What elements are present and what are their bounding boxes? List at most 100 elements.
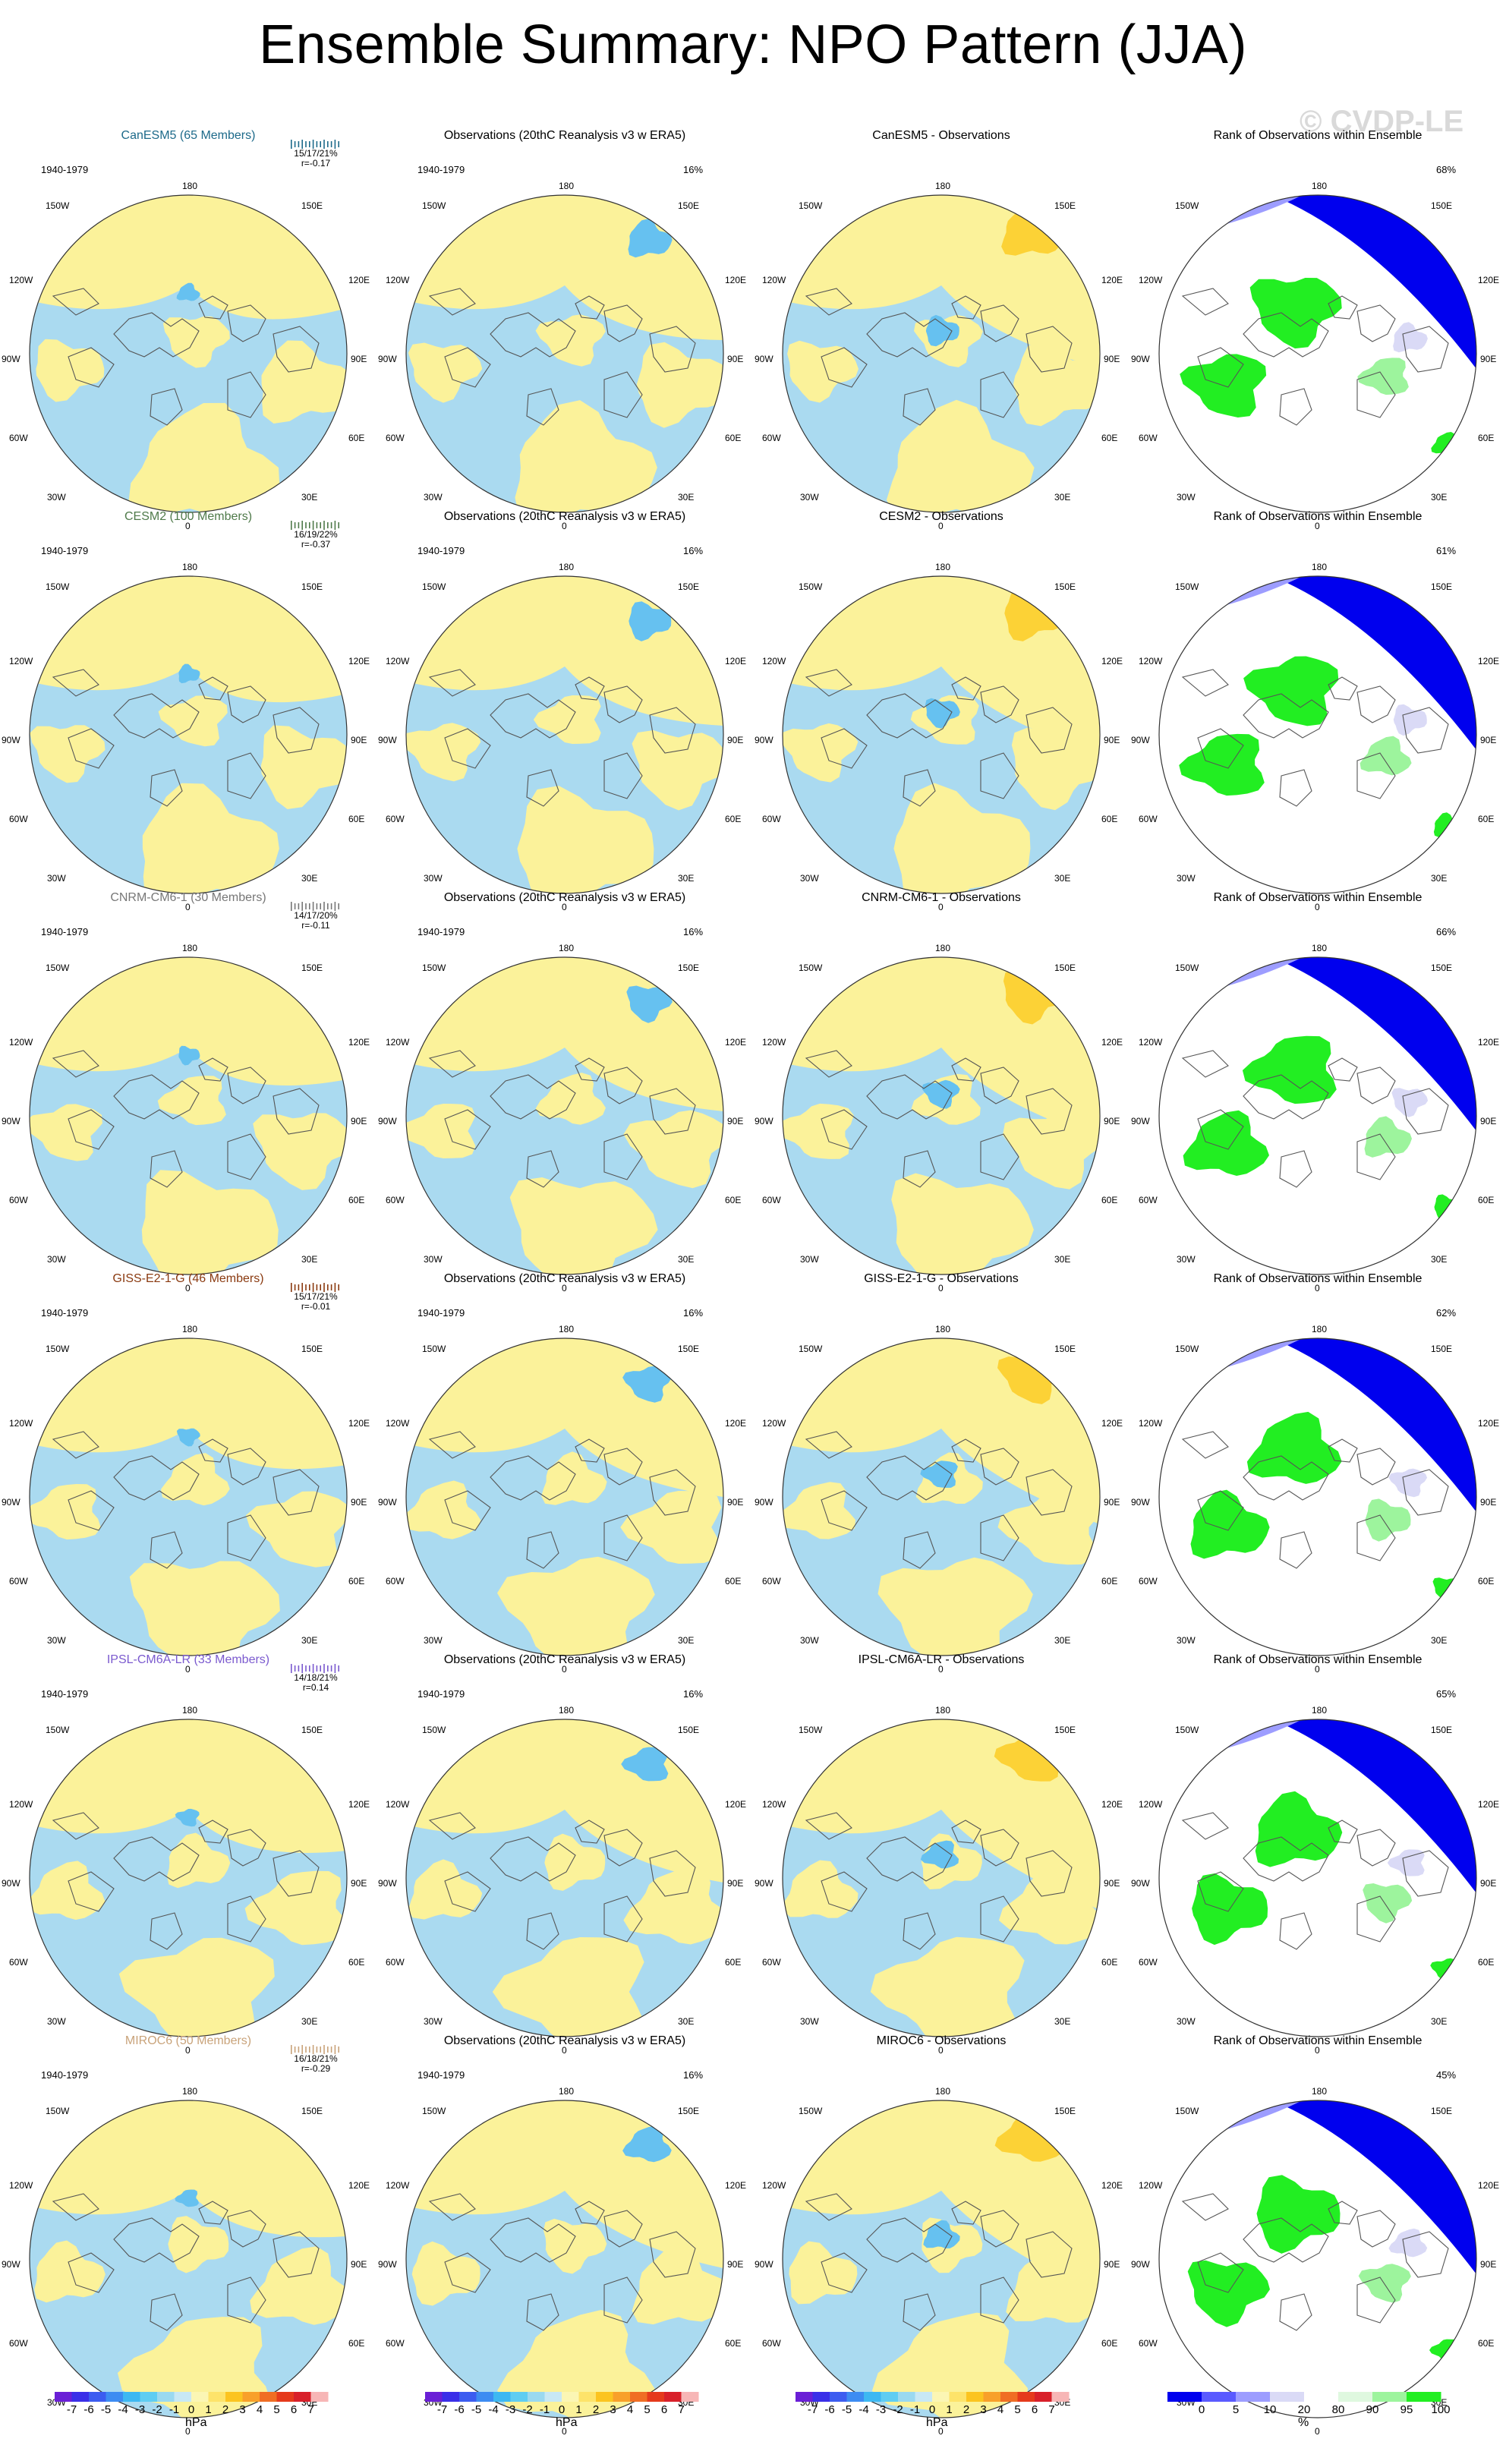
lon-label-r3l: 90W <box>755 1878 773 1889</box>
lon-label-top: 180 <box>559 2086 575 2097</box>
obs-percent: 16% <box>683 545 704 556</box>
lon-label-r3l: 90W <box>378 2259 397 2270</box>
polar-map <box>1158 1338 1477 1656</box>
coastlines <box>52 1431 320 1569</box>
lon-label-r3l: 90W <box>1131 1497 1150 1508</box>
colorbar-swatch <box>983 2392 1001 2402</box>
colorbar-tick-label: 7 <box>307 2403 313 2416</box>
lon-label-r2l: 120W <box>386 1418 410 1429</box>
lon-label-r4r: 60E <box>348 814 365 824</box>
lon-label-r5l: 30W <box>47 1254 66 1265</box>
lon-label-r1r: 150E <box>301 1344 323 1354</box>
colorbar-swatch <box>915 2392 933 2402</box>
coastlines <box>52 669 320 807</box>
lon-label-r2r: 120E <box>1101 1799 1123 1810</box>
lon-label-r4r: 60E <box>1478 1957 1495 1968</box>
coastlines <box>1181 669 1449 807</box>
lon-label-r4l: 60W <box>1139 1195 1158 1205</box>
colorbar-swatch <box>1051 2392 1070 2402</box>
colorbar-swatch <box>174 2392 192 2402</box>
lon-label-r4l: 60W <box>1139 2338 1158 2349</box>
lon-label-r4l: 60W <box>386 1957 405 1968</box>
colorbar-tick-label: -5 <box>842 2403 852 2416</box>
rank-percent: 68% <box>1436 164 1457 175</box>
lon-label-r5l: 30W <box>800 2016 819 2027</box>
colorbar-tick-label: -2 <box>522 2403 532 2416</box>
colorbar-tick-label: -4 <box>118 2403 128 2416</box>
lon-label-bottom: 0 <box>185 2045 191 2056</box>
lon-label-r5r: 30E <box>301 1254 318 1265</box>
colorbar-swatch <box>208 2392 226 2402</box>
colorbar-tick-label: 3 <box>239 2403 245 2416</box>
lon-label-r2r: 120E <box>1478 656 1500 666</box>
lon-label-r3r: 90E <box>1104 1497 1120 1508</box>
lon-label-r1r: 150E <box>1431 2106 1453 2116</box>
polar-map <box>782 575 1101 894</box>
lon-label-r2l: 120W <box>9 275 33 285</box>
model-title: IPSL-CM6A-LR (33 Members) <box>106 1653 270 1666</box>
ensemble-stats: 16/18/21% r=-0.29 <box>289 2054 342 2074</box>
colorbar-swatch <box>1202 2392 1237 2402</box>
lon-label-top: 180 <box>935 1705 951 1716</box>
lon-label-top: 180 <box>559 943 575 953</box>
lon-label-r4r: 60E <box>1478 2338 1495 2349</box>
colorbar-tick-label: 0 <box>929 2403 935 2416</box>
lon-label-r1r: 150E <box>1431 200 1453 211</box>
lon-label-r3r: 90E <box>351 735 367 745</box>
lon-label-r5l: 30W <box>800 873 819 884</box>
lon-label-r3l: 90W <box>2 354 20 364</box>
lon-label-r4l: 60W <box>762 433 781 443</box>
period-label: 1940-1979 <box>417 164 465 175</box>
lon-label-r2l: 120W <box>386 1037 410 1048</box>
stats-text: 15/17/21% <box>294 148 338 159</box>
lon-label-top: 180 <box>559 181 575 191</box>
lon-label-bottom: 0 <box>185 521 191 531</box>
anomaly-fill <box>406 1338 723 1656</box>
panel-r3-c2: Observations (20thC Reanalysis v3 w ERA5… <box>376 868 753 1293</box>
period-label: 1940-1979 <box>41 164 89 175</box>
lon-label-top: 180 <box>182 2086 198 2097</box>
colorbar-tick-label: 1 <box>205 2403 211 2416</box>
correlation-text: r=0.14 <box>302 1682 329 1693</box>
colorbar-swatch <box>510 2392 528 2402</box>
colorbar-swatch <box>106 2392 124 2402</box>
colorbar-tick-label: 5 <box>1233 2403 1239 2416</box>
lon-label-r5l: 30W <box>800 492 819 503</box>
lon-label-r3l: 90W <box>1131 2259 1150 2270</box>
rank-percent: 65% <box>1436 1688 1457 1700</box>
lon-label-bottom: 0 <box>1315 2045 1320 2056</box>
coastlines <box>805 1050 1073 1188</box>
obs-percent: 16% <box>683 164 704 175</box>
lon-label-r3r: 90E <box>1104 2259 1120 2270</box>
lon-label-r4l: 60W <box>762 2338 781 2349</box>
lon-label-bottom: 0 <box>185 1283 191 1293</box>
lon-label-r1l: 150W <box>799 963 823 973</box>
coastlines <box>805 2193 1073 2331</box>
colorbar-swatch <box>846 2392 865 2402</box>
colorbar-tick-label: 5 <box>1014 2403 1020 2416</box>
obs-title: Observations (20thC Reanalysis v3 w ERA5… <box>443 1272 686 1285</box>
model-title: CanESM5 (65 Members) <box>121 129 256 142</box>
period-label: 1940-1979 <box>417 2069 465 2081</box>
colorbar-hpa-1: -7 -6 -5 -4 -3 -2 -1 0 1 2 3 4 5 6 7 hPa <box>55 2392 343 2429</box>
colorbar-tick-label: 5 <box>644 2403 650 2416</box>
lon-label-bottom: 0 <box>562 521 567 531</box>
ensemble-spread-icon <box>291 902 339 911</box>
obs-percent: 16% <box>683 2069 704 2081</box>
colorbar-swatch <box>493 2392 511 2402</box>
rank-percent: 61% <box>1436 545 1457 556</box>
lon-label-r1l: 150W <box>1175 1344 1199 1354</box>
period-label: 1940-1979 <box>417 545 465 556</box>
lon-label-top: 180 <box>935 2086 951 2097</box>
panel-r6-c2: Observations (20thC Reanalysis v3 w ERA5… <box>376 2012 753 2437</box>
lon-label-r1r: 150E <box>1431 1344 1453 1354</box>
lon-label-r1r: 150E <box>1431 1725 1453 1735</box>
lon-label-r5r: 30E <box>301 2016 318 2027</box>
lon-label-r1l: 150W <box>422 581 446 592</box>
lon-label-r1r: 150E <box>1054 2106 1076 2116</box>
obs-title: Observations (20thC Reanalysis v3 w ERA5… <box>443 1653 686 1666</box>
lon-label-bottom: 0 <box>938 1664 944 1675</box>
lon-label-r3l: 90W <box>755 735 773 745</box>
lon-label-r4r: 60E <box>348 1957 365 1968</box>
lon-label-r3r: 90E <box>727 1878 744 1889</box>
